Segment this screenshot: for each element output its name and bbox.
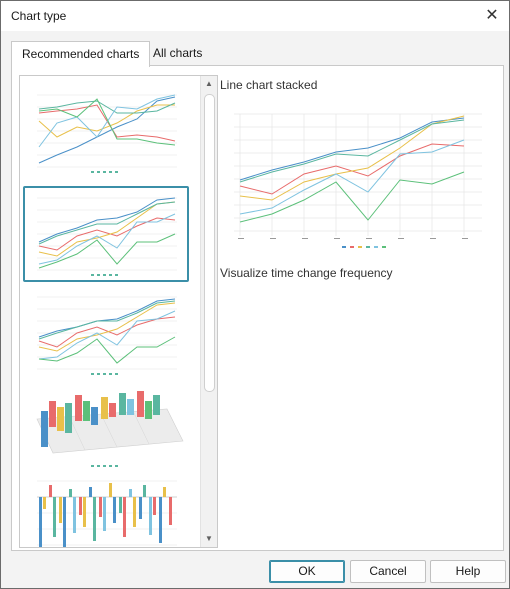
preview-description: Visualize time change frequency	[220, 266, 393, 280]
line-chart-thumbnail-icon	[37, 94, 177, 173]
tab-recommended-charts[interactable]: Recommended charts	[11, 41, 151, 67]
scrollbar-thumb[interactable]	[204, 94, 215, 392]
line-chart-percent-thumbnail-icon	[37, 296, 177, 375]
close-icon[interactable]: ✕	[485, 7, 499, 24]
title-bar: Chart type ✕	[1, 1, 509, 31]
dialog-title: Chart type	[11, 9, 67, 23]
thumbnail-column-chart[interactable]	[24, 472, 188, 547]
scroll-up-icon[interactable]: ▲	[205, 79, 213, 88]
thumbnail-scrollbar[interactable]: ▲ ▼	[200, 76, 217, 547]
tab-panel: ▲ ▼ Line chart stacked	[11, 65, 504, 551]
thumbnail-line-chart[interactable]	[24, 84, 188, 178]
help-button[interactable]: Help	[430, 560, 506, 583]
3d-column-chart-thumbnail-icon	[36, 391, 184, 467]
line-chart-stacked-preview-icon	[234, 113, 482, 248]
column-chart-thumbnail-icon	[37, 480, 177, 547]
scroll-down-icon[interactable]: ▼	[205, 534, 213, 543]
thumbnail-3d-column-chart[interactable]	[24, 378, 188, 472]
line-chart-stacked-thumbnail-icon	[37, 197, 177, 276]
tab-all-charts[interactable]: All charts	[153, 46, 203, 60]
thumbnail-line-chart-stacked-percent[interactable]	[24, 286, 188, 380]
preview-title: Line chart stacked	[220, 78, 318, 92]
ok-button[interactable]: OK	[269, 560, 345, 583]
chart-thumbnail-list[interactable]: ▲ ▼	[19, 75, 218, 548]
cancel-button[interactable]: Cancel	[350, 560, 426, 583]
thumbnail-line-chart-stacked[interactable]	[23, 186, 189, 282]
chart-preview	[220, 104, 490, 254]
